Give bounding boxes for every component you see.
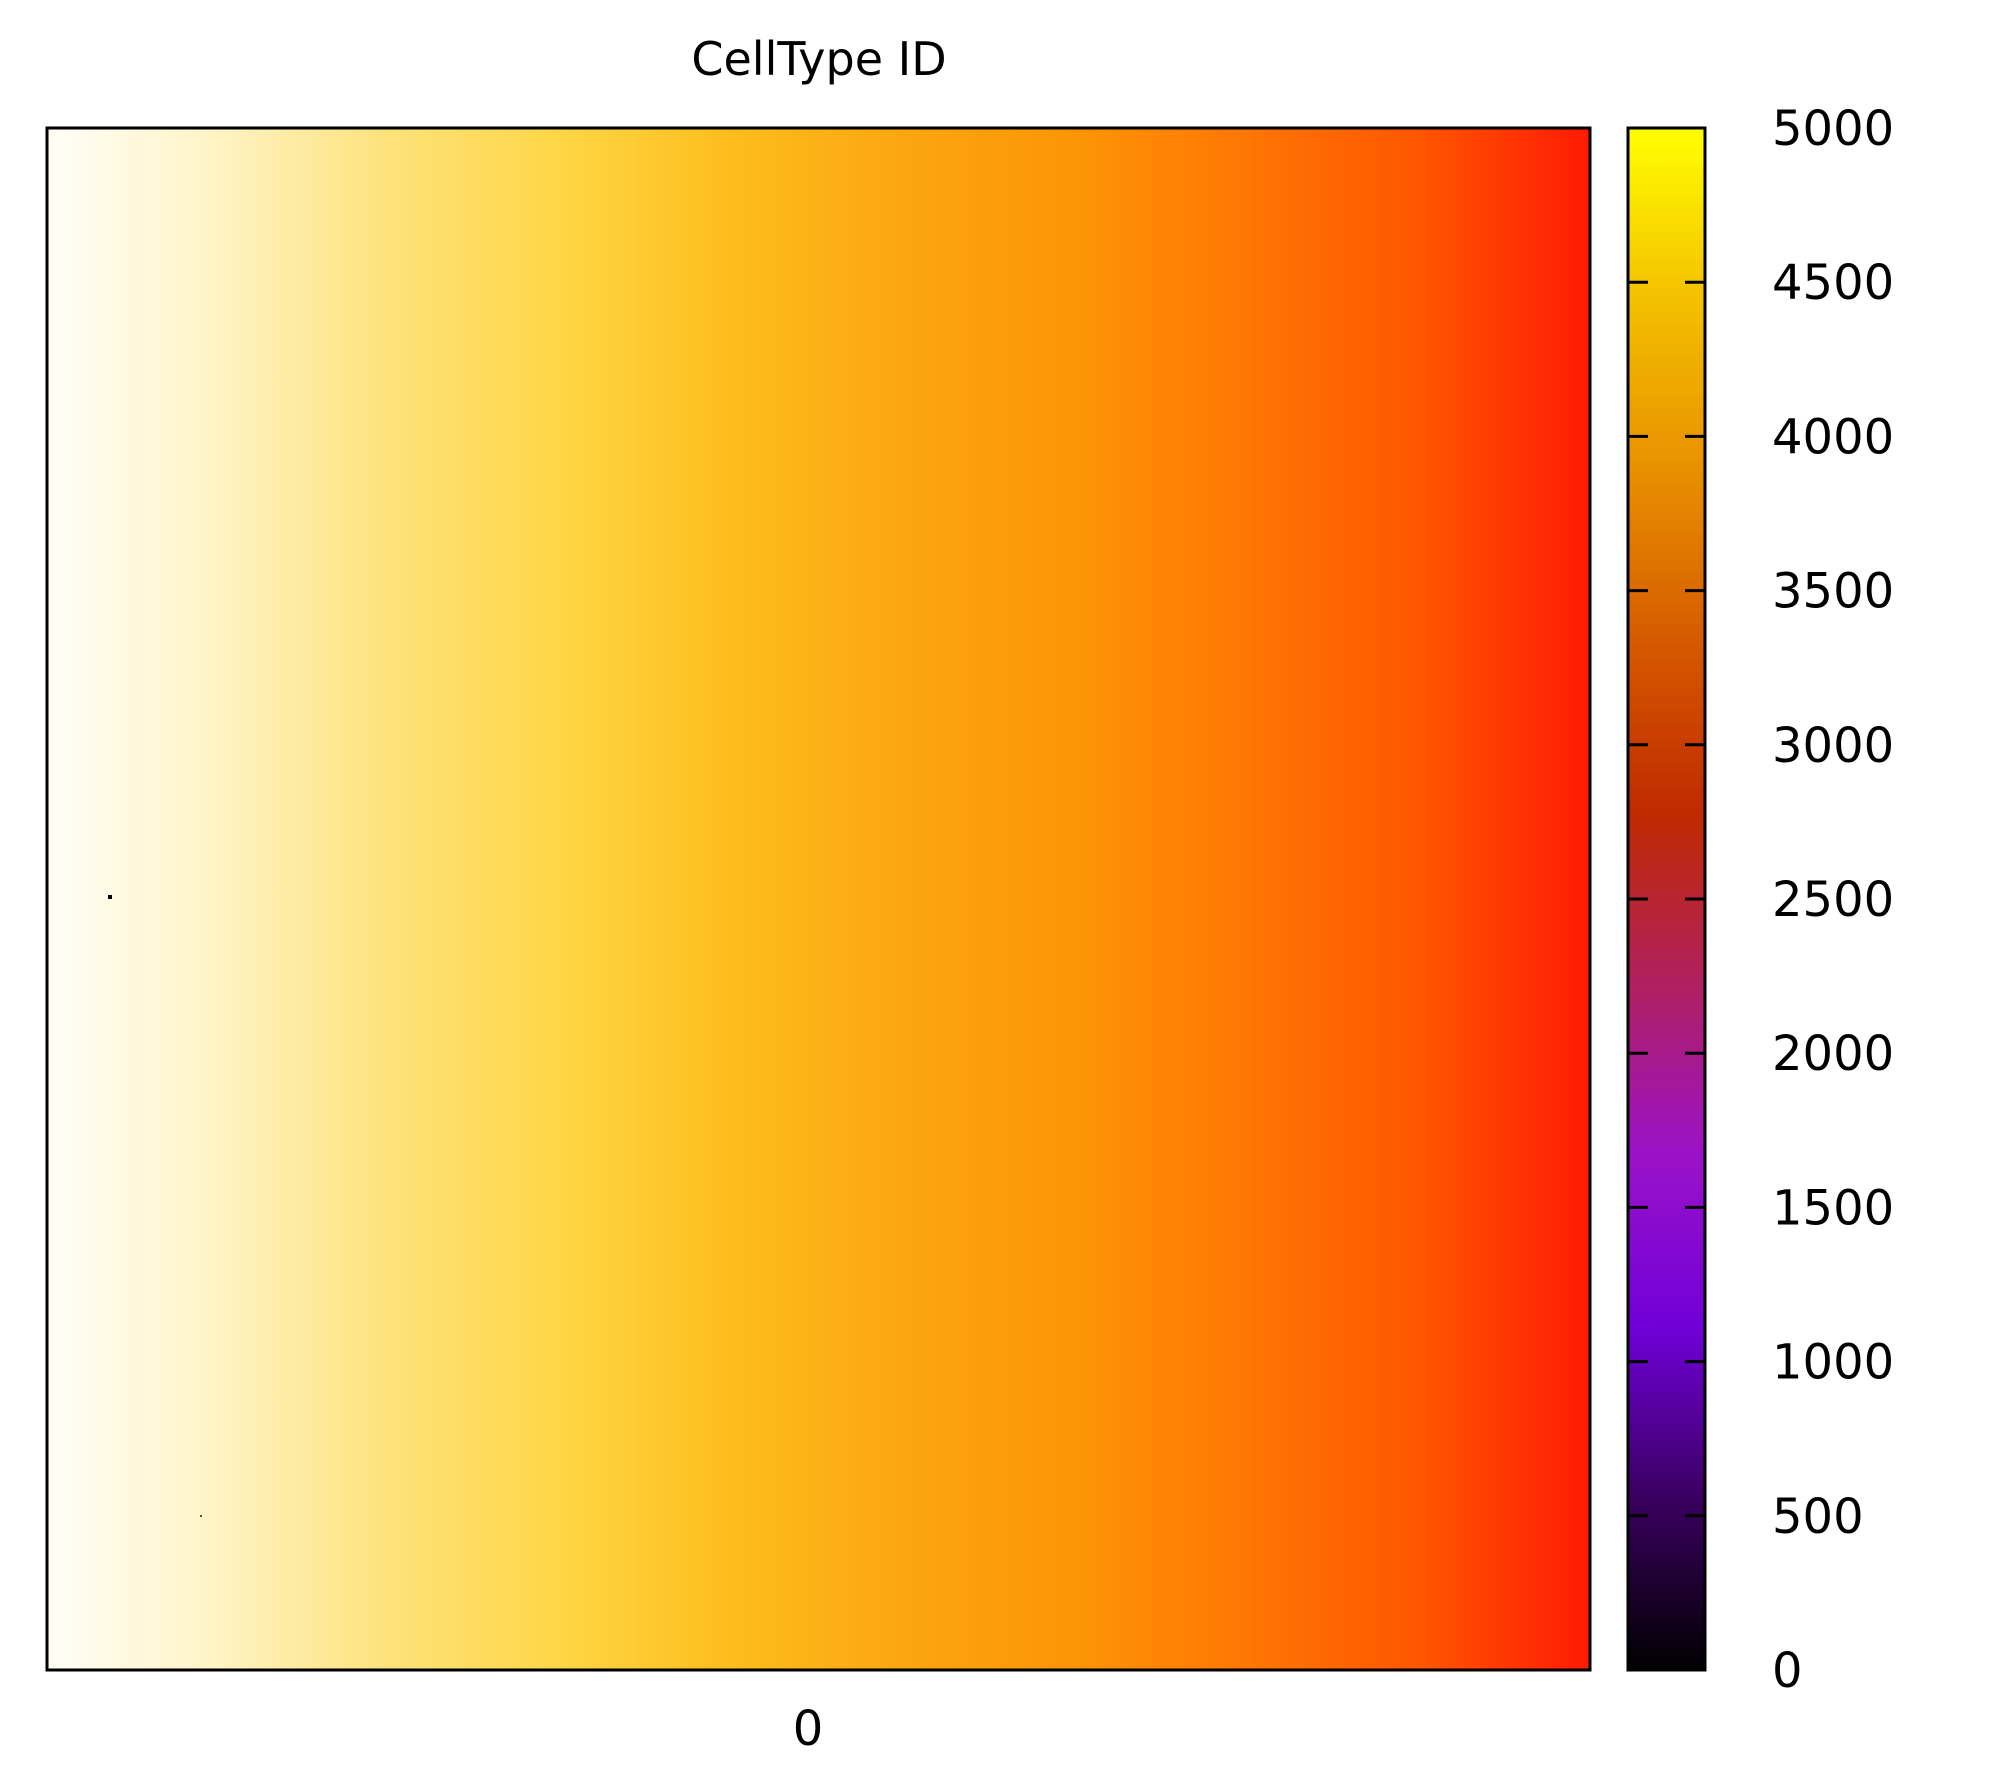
colorbar-tick-label: 5000 [1772,101,1894,157]
colorbar-tick-label: 1000 [1772,1335,1894,1391]
colorbar-ticks: 0 500 1000 1500 2000 2500 3000 3500 4000 4500 5000 [1628,101,1894,1699]
colorbar-tick-label: 4500 [1772,255,1894,311]
heatmap-field [47,128,1590,1670]
heatmap-speck [200,1515,202,1517]
x-tick-label: 0 [793,1701,824,1757]
chart-title: CellType ID [691,32,946,86]
colorbar-tick-label: 2000 [1772,1026,1894,1082]
colorbar-tick-label: 1500 [1772,1180,1894,1236]
plot-frame [45,126,1592,1672]
colorbar-tick-label: 2500 [1772,872,1894,928]
heatmap-speck [108,895,112,899]
colorbar-tick-label: 3000 [1772,718,1894,774]
colorbar-tick-label: 0 [1772,1643,1803,1699]
colorbar-tick-label: 3500 [1772,564,1894,620]
colorbar-tick-label: 500 [1772,1489,1864,1545]
colorbar-tick-label: 4000 [1772,409,1894,465]
